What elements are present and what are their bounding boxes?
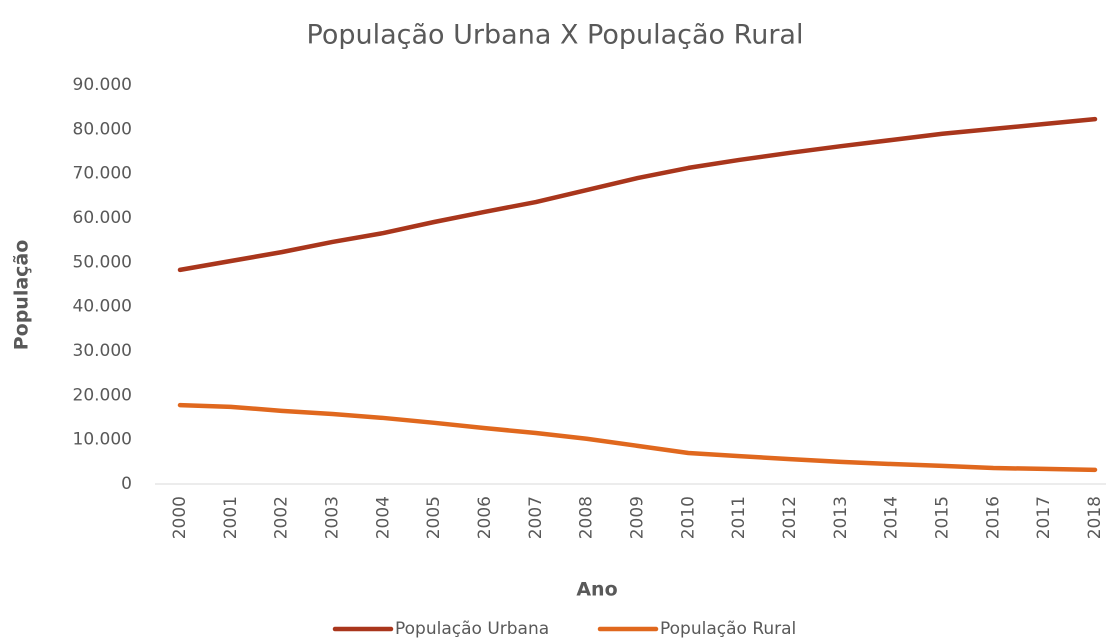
y-tick-label: 30.000 — [73, 341, 132, 361]
y-tick-label: 40.000 — [73, 297, 132, 317]
series-line — [177, 116, 1098, 273]
x-axis-label: Ano — [576, 579, 617, 601]
x-tick-label: 2000 — [170, 496, 190, 539]
x-tick-label: 2016 — [983, 496, 1003, 539]
x-tick-label: 2013 — [831, 496, 851, 539]
legend-label: População Rural — [660, 619, 796, 639]
x-tick-label: 2007 — [526, 496, 546, 539]
y-tick-label: 50.000 — [73, 252, 132, 272]
y-tick-label: 70.000 — [73, 164, 132, 184]
x-tick-label: 2017 — [1034, 496, 1054, 539]
x-tick-label: 2004 — [373, 496, 393, 539]
x-tick-label: 2011 — [729, 496, 749, 539]
y-tick-label: 0 — [121, 474, 132, 494]
x-tick-label: 2014 — [882, 496, 902, 539]
y-tick-label: 20.000 — [73, 385, 132, 405]
legend-label: População Urbana — [395, 619, 549, 639]
x-tick-label: 2003 — [323, 496, 343, 539]
y-tick-label: 10.000 — [73, 430, 132, 450]
y-tick-label: 80.000 — [73, 119, 132, 139]
x-tick-label: 2010 — [678, 496, 698, 539]
x-tick-label: 2002 — [272, 496, 292, 539]
series-line — [177, 402, 1098, 473]
x-tick-label: 2008 — [577, 496, 597, 539]
x-tick-label: 2018 — [1085, 496, 1105, 539]
chart-title: População Urbana X População Rural — [307, 20, 804, 51]
x-tick-label: 2012 — [780, 496, 800, 539]
x-tick-label: 2015 — [933, 496, 953, 539]
x-tick-label: 2005 — [424, 496, 444, 539]
x-tick-label: 2009 — [628, 496, 648, 539]
y-tick-label: 60.000 — [73, 208, 132, 228]
y-tick-label: 90.000 — [73, 75, 132, 95]
x-tick-label: 2006 — [475, 496, 495, 539]
y-axis-label: População — [11, 240, 33, 351]
x-tick-label: 2001 — [221, 496, 241, 539]
